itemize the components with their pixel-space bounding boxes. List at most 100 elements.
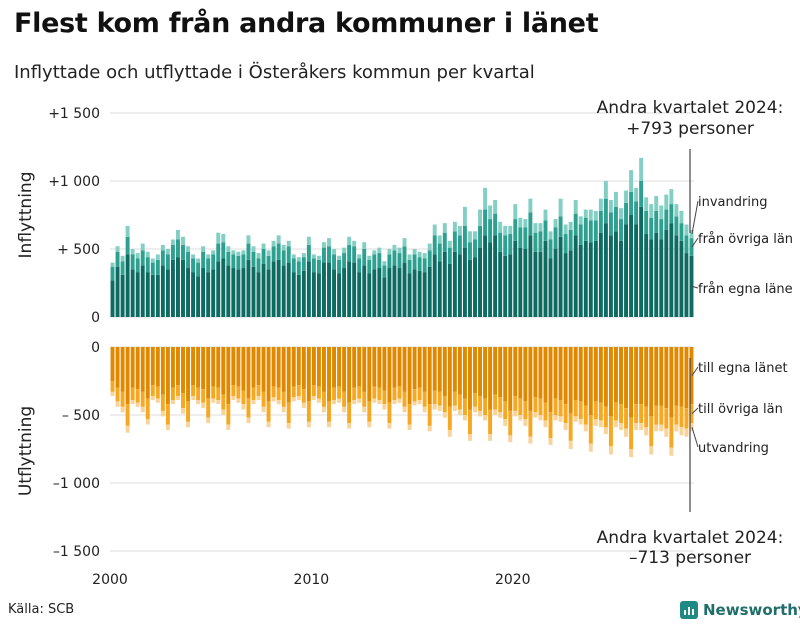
outflow-bar [206,398,211,418]
outflow-bar [447,429,452,437]
outflow-bar [397,398,402,403]
outflow-bar [543,402,548,421]
outflow-bar [619,423,623,430]
inflow-bar [145,251,150,258]
inflow-bar [578,216,583,225]
outflow-bar [629,417,634,449]
outflow-bar [110,347,115,381]
outflow-bar [211,347,216,387]
inflow-bar [573,213,578,236]
outflow-bar [216,387,221,401]
outflow-bar [462,347,467,399]
outflow-bar [276,387,281,401]
outflow-bar [352,387,357,401]
inflow-bar [291,258,296,273]
inflow-bar [181,259,185,317]
outflow-bar [452,391,457,406]
inflow-bar [614,231,618,317]
inflow-bar [130,249,135,255]
inflow-bar [427,250,432,267]
outflow-bar [598,420,603,428]
inflow-bar [654,195,659,211]
inflow-bar [367,259,372,274]
outflow-bar [150,395,155,401]
outflow-bar [654,347,659,406]
outflow-bar [246,398,251,418]
inflow-bar [679,210,684,224]
outflow-annotation-value: –713 personer [629,548,751,568]
inflow-bar [327,238,331,247]
outflow-bar [583,424,588,432]
inflow-bar [664,209,669,230]
outflow-bar [145,347,150,399]
inflow-bar [478,225,482,248]
outflow-bar [608,416,613,447]
outflow-bar [176,395,180,401]
inflow-bar [160,265,165,317]
outflow-bar [588,347,593,415]
outflow-bar [115,387,120,402]
outflow-bar [125,347,130,405]
outflow-bar [417,347,422,388]
outflow-bar [402,406,407,413]
outflow-bar [135,347,140,390]
outflow-bar [170,347,175,388]
inflow-annotation-value: +793 personer [626,119,754,139]
inflow-bar [352,240,357,247]
inflow-bar [503,255,508,317]
inflow-bar [221,242,226,259]
inflow-bar [659,205,664,220]
inflow-bar [412,254,417,270]
outflow-bar [357,398,362,403]
inflow-bar [266,255,271,270]
outflow-bar [659,347,664,406]
inflow-bar [452,231,457,252]
inflow-bar [201,251,206,269]
outflow-bar [457,347,462,395]
inflow-bar [533,251,538,317]
outflow-bar [181,347,185,394]
outflow-bar [583,347,588,406]
outflow-bar [583,405,588,425]
outflow-bar [186,347,190,402]
inflow-bar [160,244,165,251]
inflow-bar [246,235,251,244]
outflow-bar [528,410,533,437]
inflow-bar [603,198,608,224]
outflow-bar [473,406,477,413]
inflow-bar [578,224,583,245]
inflow-bar [306,236,311,245]
outflow-bar [170,387,175,401]
inflow-bar [483,235,488,317]
inflow-bar [629,170,634,192]
inflow-bar [296,261,301,275]
inflow-bar [176,229,180,240]
outflow-bar [684,347,689,409]
inflow-bar [231,250,236,255]
outflow-bar [261,347,266,392]
inflow-bar [332,269,336,317]
outflow-bar [432,404,437,410]
outflow-bar [115,347,120,388]
inflow-bar [488,205,493,220]
outflow-bar [568,440,573,449]
outflow-bar [372,347,377,387]
inflow-bar [352,246,357,263]
outflow-bar [377,387,382,401]
inflow-bar [649,217,654,240]
inflow-bar [281,250,286,266]
inflow-bar [256,272,261,317]
outflow-bar [231,385,236,396]
inflow-legend-label: från egna läne [698,282,793,297]
outflow-legend-leader [691,427,699,448]
inflow-bar [110,266,115,281]
inflow-bar [493,213,498,236]
outflow-bar [432,347,437,391]
inflow-bar [347,236,352,245]
newsworthy-logo[interactable]: Newsworthy [680,601,800,619]
inflow-bar [387,254,392,269]
inflow-bar [186,268,190,317]
inflow-bar [543,240,548,317]
inflow-bar [608,235,613,317]
inflow-bar [483,187,488,210]
